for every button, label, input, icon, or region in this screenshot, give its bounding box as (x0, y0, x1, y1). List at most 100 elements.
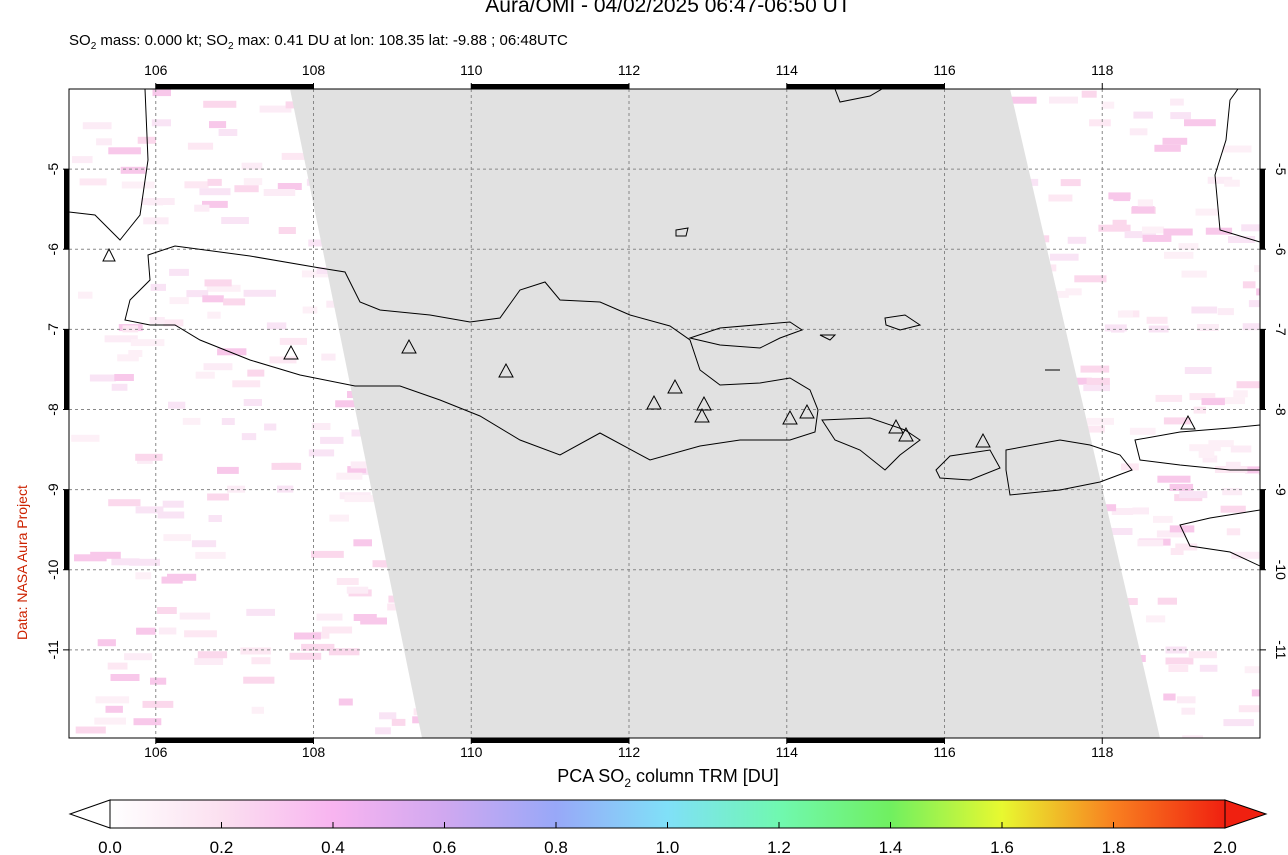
map-area (69, 89, 1260, 738)
frame-bar (1260, 489, 1265, 570)
noise-pixel (1104, 324, 1127, 332)
noise-pixel (117, 354, 139, 362)
noise-pixel (247, 369, 265, 377)
noise-pixel (1202, 455, 1218, 463)
noise-pixel (1156, 530, 1187, 538)
noise-pixel (269, 356, 297, 364)
noise-pixel (1179, 491, 1208, 499)
noise-pixel (379, 712, 397, 720)
noise-pixel (1233, 390, 1248, 398)
noise-pixel (1163, 417, 1191, 425)
noise-pixel (90, 551, 121, 559)
kalimantan (834, 89, 883, 103)
subtitle-part: mass: 0.000 kt; SO (96, 32, 228, 49)
sulawesi (1214, 89, 1260, 243)
lon-label-bottom: 116 (933, 744, 956, 760)
noise-pixel (1258, 468, 1260, 476)
noise-pixel (157, 511, 185, 519)
noise-pixel (241, 162, 263, 170)
noise-pixel (328, 648, 360, 656)
noise-pixel (124, 653, 153, 661)
noise-pixel (240, 647, 271, 655)
noise-pixel (1131, 206, 1155, 214)
noise-pixel (221, 418, 235, 425)
java (124, 245, 819, 461)
noise-pixel (1225, 461, 1241, 469)
noise-pixel (308, 239, 327, 247)
noise-pixel (1081, 90, 1097, 98)
noise-pixel (1163, 693, 1176, 701)
frame-bar (64, 329, 69, 410)
frame-bar (471, 84, 630, 89)
lon-label-top: 118 (1091, 62, 1114, 78)
noise-pixel (259, 105, 292, 113)
subtitle-part: max: 0.41 DU at lon: 108.35 lat: -9.88 ;… (234, 32, 569, 49)
noise-pixel (1170, 548, 1184, 555)
noise-pixel (186, 290, 209, 298)
lon-label-top: 112 (618, 62, 641, 78)
frame-bar (1260, 169, 1265, 250)
noise-pixel (128, 350, 143, 357)
islands (675, 227, 1060, 371)
noise-pixel (1182, 735, 1203, 738)
noise-pixel (338, 698, 353, 706)
lat-label-right: -5 (1273, 163, 1288, 176)
noise-pixel (120, 166, 146, 174)
noise-pixel (114, 374, 134, 381)
frame-bar (155, 84, 314, 89)
noise-pixel (207, 178, 222, 186)
noise-pixel (1212, 397, 1246, 405)
noise-pixel (194, 658, 224, 665)
noise-pixel (1208, 440, 1234, 448)
lat-label-right: -11 (1273, 640, 1288, 659)
noise-pixel (1191, 306, 1218, 314)
noise-pixel (97, 639, 116, 647)
noise-pixel (289, 652, 322, 660)
noise-pixel (329, 514, 349, 522)
noise-pixel (1169, 483, 1194, 491)
noise-pixel (1129, 128, 1148, 136)
noise-pixel (350, 461, 379, 469)
noise-pixel (1176, 696, 1196, 704)
colorbar-tick-label: 0.8 (544, 838, 568, 855)
noise-pixel (194, 204, 210, 212)
noise-pixel (1146, 615, 1166, 623)
lat-label-left: -9 (45, 483, 61, 496)
noise-pixel (227, 485, 246, 493)
noise-pixel (308, 449, 335, 457)
frame-bar (471, 738, 630, 743)
noise-pixel (161, 576, 183, 584)
noise-pixel (133, 718, 162, 726)
lat-label-left: -8 (45, 403, 61, 416)
noise-pixel (1170, 112, 1191, 120)
noise-pixel (1224, 179, 1240, 187)
noise-pixel (1086, 377, 1110, 385)
noise-pixel (1184, 367, 1212, 374)
noise-pixel (311, 423, 331, 430)
colorbar-min-arrow (68, 799, 111, 829)
noise-pixel (1086, 417, 1114, 425)
noise-pixel (75, 726, 106, 734)
noise-pixel (1254, 265, 1260, 273)
lon-label-top: 106 (144, 62, 168, 78)
noise-pixel (1256, 288, 1260, 296)
noise-pixel (1133, 111, 1153, 119)
noise-pixel (336, 578, 359, 585)
lon-label-top: 108 (302, 62, 326, 78)
noise-pixel (301, 643, 335, 651)
noise-pixel (1189, 444, 1221, 452)
noise-pixel (1157, 475, 1191, 483)
noise-pixel (96, 138, 112, 146)
noise-pixel (266, 322, 287, 330)
noise-pixel (234, 185, 259, 193)
noise-pixel (1153, 515, 1173, 523)
noise-pixel (107, 662, 128, 670)
noise-pixel (104, 335, 138, 343)
frame-bar (64, 489, 69, 570)
subtitle-part: SO (69, 32, 91, 49)
sumbawa (1005, 439, 1133, 496)
noise-pixel (1148, 325, 1169, 333)
noise-pixel (1242, 323, 1260, 331)
noise-pixel (163, 534, 191, 542)
colorbar-tick-label: 1.6 (990, 838, 1014, 855)
